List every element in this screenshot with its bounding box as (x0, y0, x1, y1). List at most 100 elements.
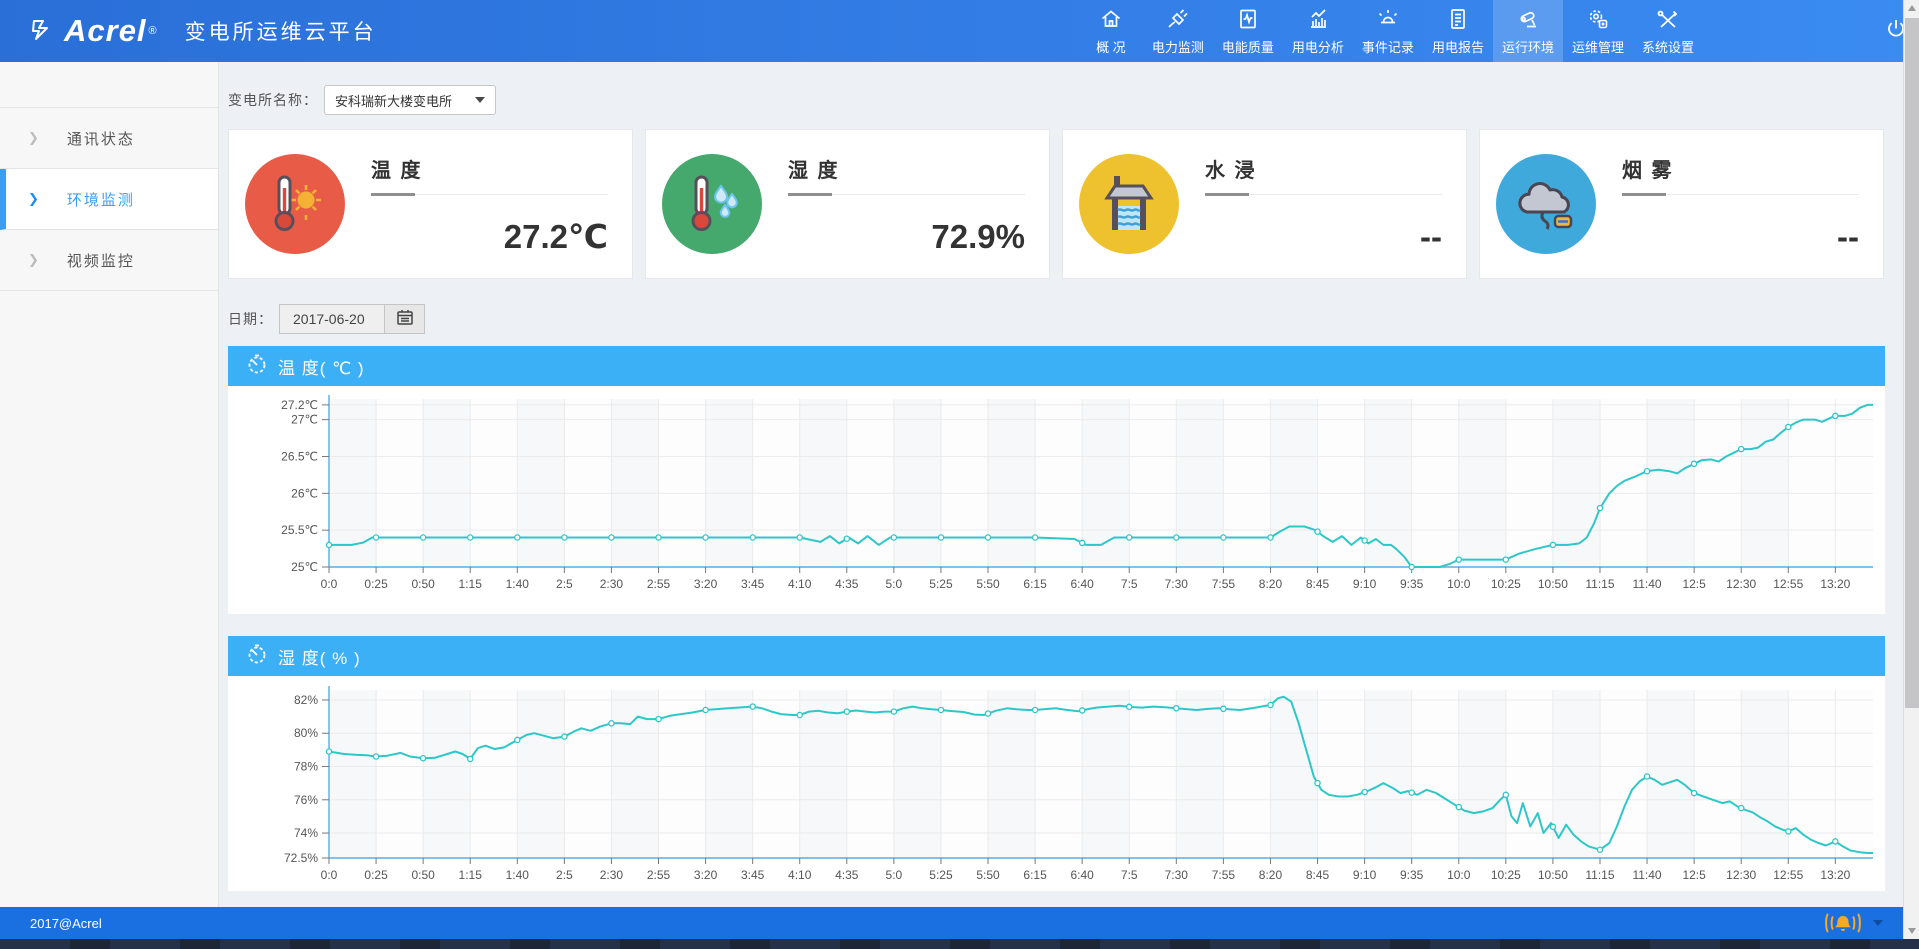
main-content: 变电所名称： 安科瑞新大楼变电所 温 度 27.2℃ (220, 62, 1903, 907)
svg-text:4:35: 4:35 (835, 868, 859, 882)
svg-text:9:10: 9:10 (1353, 868, 1377, 882)
monitor-pulse-icon (1235, 6, 1261, 32)
nav-item-power-quality[interactable]: 电能质量 (1213, 0, 1283, 62)
card-body: 湿 度 72.9% (788, 152, 1025, 256)
smoke-card: 烟 雾 -- (1479, 129, 1884, 279)
footer-dropdown-caret[interactable] (1873, 920, 1883, 926)
svg-text:0:25: 0:25 (364, 577, 388, 591)
taskbar-strip (0, 939, 1919, 949)
svg-text:3:45: 3:45 (741, 577, 765, 591)
sidebar-spacer (0, 62, 218, 108)
svg-text:12:55: 12:55 (1773, 868, 1803, 882)
temperature-chart-panel: 温 度( ℃ ) 27.2℃ 27℃ 26.5℃ 26℃ 25.5℃ 25℃ 0:0 0:25… (228, 346, 1885, 614)
sidebar-item-communication-status[interactable]: ❯ 通讯状态 (0, 108, 218, 169)
sidebar-item-video-surveillance[interactable]: ❯ 视频监控 (0, 230, 218, 291)
nav-item-event-log[interactable]: 事件记录 (1353, 0, 1423, 62)
page-title: 变电所运维云平台 (184, 21, 377, 44)
nav-item-power-monitoring[interactable]: 电力监测 (1143, 0, 1213, 62)
svg-text:6:40: 6:40 (1070, 577, 1094, 591)
tools-icon (1655, 6, 1681, 32)
water-immersion-card: 水 浸 -- (1062, 129, 1467, 279)
svg-text:7:30: 7:30 (1165, 868, 1189, 882)
svg-text:3:45: 3:45 (741, 868, 765, 882)
temperature-chart-body: 27.2℃ 27℃ 26.5℃ 26℃ 25.5℃ 25℃ 0:0 0:25 0:50 1:15 1… (228, 386, 1885, 614)
title-underline (1205, 193, 1442, 196)
station-select-value: 安科瑞新大楼变电所 (335, 93, 453, 109)
svg-text:0:0: 0:0 (321, 577, 338, 591)
thermometer-drops-icon (662, 154, 762, 254)
chart-title: 温 度( ℃ ) (278, 358, 365, 378)
svg-text:0:50: 0:50 (411, 577, 435, 591)
date-input[interactable]: 2017-06-20 (279, 304, 385, 334)
home-icon (1098, 6, 1124, 32)
svg-text:3:20: 3:20 (694, 577, 718, 591)
calendar-button[interactable] (385, 304, 425, 334)
svg-text:6:15: 6:15 (1023, 868, 1047, 882)
svg-text:0:0: 0:0 (321, 868, 338, 882)
card-title: 温 度 (371, 160, 423, 182)
svg-text:0:50: 0:50 (411, 868, 435, 882)
humidity-value: 72.9% (931, 218, 1025, 255)
smoke-value: -- (1837, 218, 1859, 255)
card-title: 水 浸 (1205, 160, 1257, 182)
humidity-line-chart: 82% 80% 78% 76% 74% 72.5%0:0 0:25 0:50 1:15 1:40 2… (284, 686, 1873, 882)
svg-text:4:10: 4:10 (788, 868, 812, 882)
svg-text:26.5℃: 26.5℃ (281, 449, 318, 463)
svg-text:12:5: 12:5 (1682, 577, 1706, 591)
station-select[interactable]: 安科瑞新大楼变电所 (324, 85, 496, 115)
report-doc-icon (1445, 6, 1471, 32)
svg-text:1:15: 1:15 (459, 868, 483, 882)
nav-item-overview[interactable]: 概 况 (1079, 0, 1143, 62)
nav-item-usage-report[interactable]: 用电报告 (1423, 0, 1493, 62)
svg-text:8:45: 8:45 (1306, 868, 1330, 882)
svg-text:25℃: 25℃ (291, 560, 318, 574)
svg-text:6:15: 6:15 (1023, 577, 1047, 591)
svg-text:26℃: 26℃ (291, 486, 318, 500)
svg-text:10:25: 10:25 (1491, 577, 1521, 591)
svg-text:25.5℃: 25.5℃ (281, 523, 318, 537)
svg-text:12:30: 12:30 (1726, 868, 1756, 882)
power-icon (1883, 16, 1909, 47)
svg-text:76%: 76% (294, 793, 318, 807)
svg-text:12:55: 12:55 (1773, 577, 1803, 591)
scroll-up-arrow[interactable] (1904, 0, 1919, 16)
svg-text:80%: 80% (294, 726, 318, 740)
nav-item-operating-environment[interactable]: 运行环境 (1492, 0, 1563, 62)
alarm-bell-icon[interactable] (1821, 912, 1865, 934)
metric-cards-row: 温 度 27.2℃ 湿 度 72.9% (228, 129, 1903, 279)
svg-text:2:55: 2:55 (647, 868, 671, 882)
svg-text:5:50: 5:50 (976, 868, 1000, 882)
sidebar-item-label: 环境监测 (66, 191, 135, 209)
chevron-right-icon: ❯ (28, 191, 41, 206)
nav-item-usage-analysis[interactable]: 用电分析 (1283, 0, 1353, 62)
svg-text:12:5: 12:5 (1682, 868, 1706, 882)
sidebar: ❯ 通讯状态 ❯ 环境监测 ❯ 视频监控 (0, 62, 219, 907)
page-scrollbar[interactable] (1903, 0, 1919, 939)
scroll-down-arrow[interactable] (1904, 923, 1919, 939)
humidity-chart-header: 湿 度( % ) (228, 636, 1885, 676)
scrollbar-thumb[interactable] (1905, 18, 1919, 708)
nav-item-system-settings[interactable]: 系统设置 (1633, 0, 1703, 62)
svg-text:13:20: 13:20 (1820, 868, 1850, 882)
svg-text:10:50: 10:50 (1538, 577, 1568, 591)
svg-text:5:50: 5:50 (976, 577, 1000, 591)
sidebar-item-environment-monitoring[interactable]: ❯ 环境监测 (0, 169, 218, 230)
logout-power-button[interactable] (1873, 16, 1919, 47)
sidebar-item-label: 通讯状态 (66, 130, 135, 148)
title-underline (371, 193, 608, 196)
triangle-up-icon (1907, 5, 1916, 11)
svg-text:7:30: 7:30 (1165, 577, 1189, 591)
chevron-right-icon: ❯ (28, 130, 41, 145)
temperature-line-chart: 27.2℃27℃ 26.5℃ 26℃ 25.5℃ 25℃0:0 0:25 0:50 1:15 1… (281, 395, 1873, 591)
svg-text:5:0: 5:0 (886, 868, 903, 882)
water-immersion-value: -- (1420, 218, 1442, 255)
bar-chart-icon (1305, 6, 1331, 32)
humidity-chart-body: 82% 80% 78% 76% 74% 72.5% 0:0 0:25 0:50 1:15 1:40 2… (228, 676, 1885, 891)
station-filter-row: 变电所名称： 安科瑞新大楼变电所 (228, 85, 1903, 115)
svg-text:9:35: 9:35 (1400, 868, 1424, 882)
svg-text:13:20: 13:20 (1820, 577, 1850, 591)
nav-item-maintenance-management[interactable]: 运维管理 (1563, 0, 1633, 62)
svg-text:7:5: 7:5 (1121, 577, 1138, 591)
svg-text:2:55: 2:55 (647, 577, 671, 591)
svg-text:5:25: 5:25 (929, 577, 953, 591)
